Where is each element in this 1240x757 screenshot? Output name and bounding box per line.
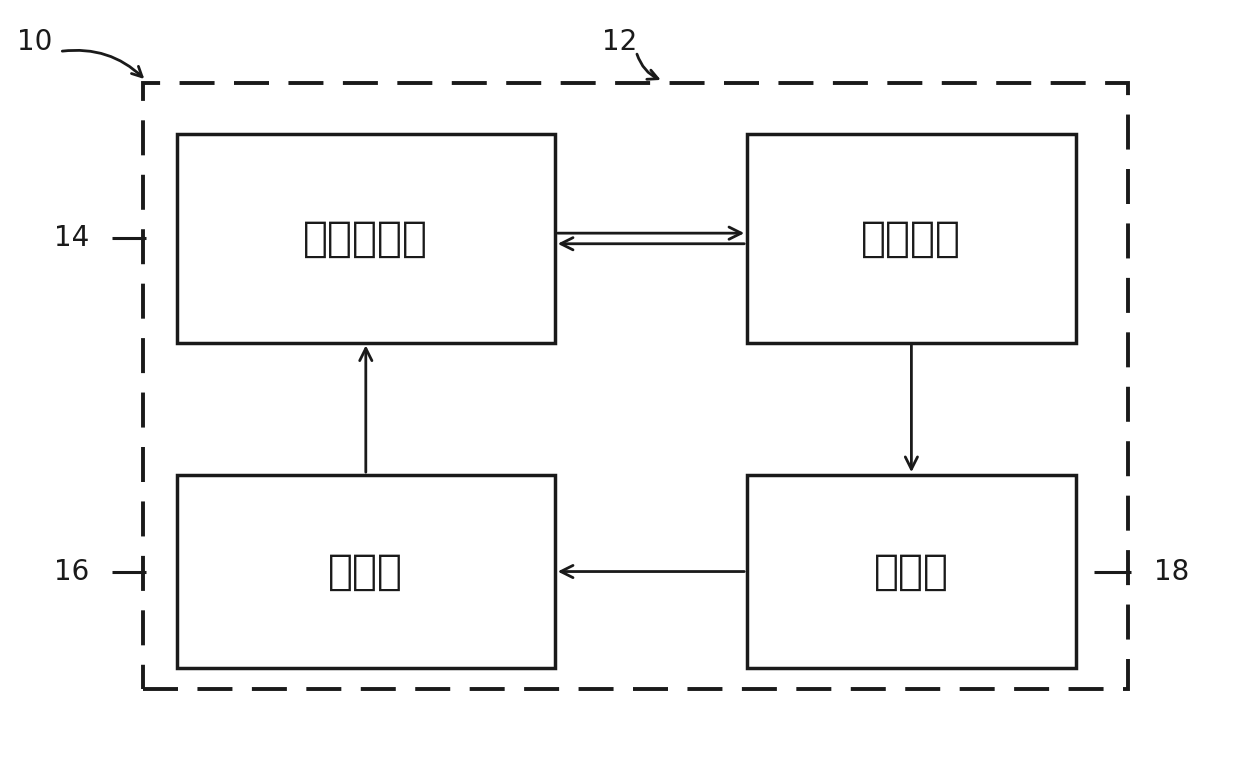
Bar xyxy=(746,475,1076,668)
Text: 12: 12 xyxy=(603,28,637,55)
Text: 处理装置: 处理装置 xyxy=(862,217,961,260)
Text: 18: 18 xyxy=(1154,558,1189,585)
Bar xyxy=(746,134,1076,342)
Text: 待测物: 待测物 xyxy=(329,550,403,593)
Text: 控制板: 控制板 xyxy=(874,550,949,593)
Bar xyxy=(143,83,1128,689)
Text: 14: 14 xyxy=(55,225,89,252)
Text: 10: 10 xyxy=(17,28,52,55)
Text: 色彩量测器: 色彩量测器 xyxy=(304,217,428,260)
Text: 16: 16 xyxy=(55,558,89,585)
Bar xyxy=(176,475,556,668)
Bar xyxy=(176,134,556,342)
